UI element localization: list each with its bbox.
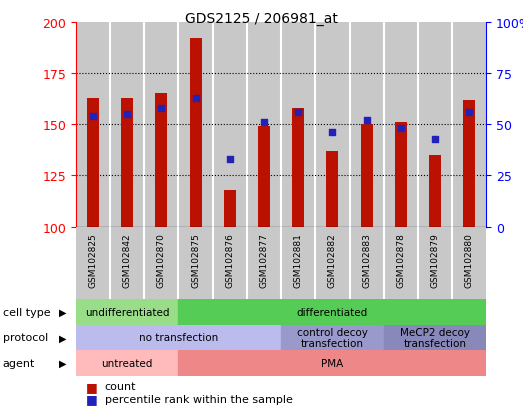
Bar <box>315 23 349 227</box>
Bar <box>315 227 349 299</box>
Text: ■: ■ <box>86 380 98 393</box>
Text: MeCP2 decoy
transfection: MeCP2 decoy transfection <box>400 327 470 349</box>
Text: cell type: cell type <box>3 307 50 317</box>
Bar <box>144 23 178 227</box>
Bar <box>213 23 247 227</box>
Bar <box>110 23 144 227</box>
Text: GSM102879: GSM102879 <box>430 233 439 288</box>
Text: agent: agent <box>3 358 35 368</box>
Point <box>260 120 268 126</box>
Text: GSM102842: GSM102842 <box>123 233 132 287</box>
Bar <box>384 23 418 227</box>
Bar <box>395 123 407 227</box>
Bar <box>76 23 110 227</box>
Bar <box>258 127 270 227</box>
Text: ▶: ▶ <box>59 307 66 317</box>
Text: GSM102880: GSM102880 <box>465 233 474 288</box>
Bar <box>292 109 304 227</box>
Text: ■: ■ <box>86 392 98 405</box>
Bar <box>281 325 384 350</box>
Text: PMA: PMA <box>321 358 344 368</box>
Bar <box>76 227 110 299</box>
Text: protocol: protocol <box>3 332 48 343</box>
Bar <box>418 23 452 227</box>
Text: GSM102875: GSM102875 <box>191 233 200 288</box>
Bar <box>110 227 144 299</box>
Bar <box>178 227 213 299</box>
Bar <box>121 98 133 227</box>
Text: GSM102883: GSM102883 <box>362 233 371 288</box>
Text: untreated: untreated <box>101 358 153 368</box>
Text: no transfection: no transfection <box>139 332 218 343</box>
Bar <box>384 227 418 299</box>
Bar <box>418 227 452 299</box>
Text: GSM102881: GSM102881 <box>294 233 303 288</box>
Bar <box>247 23 281 227</box>
Text: percentile rank within the sample: percentile rank within the sample <box>105 394 292 404</box>
Text: count: count <box>105 381 136 391</box>
Bar <box>76 350 178 376</box>
Bar <box>281 23 315 227</box>
Point <box>123 112 131 118</box>
Bar <box>281 227 315 299</box>
Text: GSM102878: GSM102878 <box>396 233 405 288</box>
Bar <box>463 100 475 227</box>
Bar <box>384 325 486 350</box>
Text: GDS2125 / 206981_at: GDS2125 / 206981_at <box>185 12 338 26</box>
Bar <box>76 299 178 325</box>
Bar <box>178 299 486 325</box>
Bar <box>144 227 178 299</box>
Point <box>328 130 337 136</box>
Point <box>157 105 166 112</box>
Bar <box>349 227 384 299</box>
Bar <box>429 156 441 227</box>
Bar <box>213 227 247 299</box>
Point <box>225 157 234 163</box>
Text: ▶: ▶ <box>59 332 66 343</box>
Point <box>465 109 473 116</box>
Bar <box>247 227 281 299</box>
Bar <box>349 23 384 227</box>
Text: differentiated: differentiated <box>297 307 368 317</box>
Bar <box>452 227 486 299</box>
Text: GSM102877: GSM102877 <box>259 233 268 288</box>
Point <box>89 114 97 120</box>
Bar <box>452 23 486 227</box>
Point <box>294 109 302 116</box>
Point <box>431 136 439 142</box>
Bar <box>326 152 338 227</box>
Bar <box>178 350 486 376</box>
Text: ▶: ▶ <box>59 358 66 368</box>
Bar <box>155 94 167 227</box>
Text: GSM102870: GSM102870 <box>157 233 166 288</box>
Text: undifferentiated: undifferentiated <box>85 307 169 317</box>
Text: GSM102876: GSM102876 <box>225 233 234 288</box>
Bar <box>224 190 236 227</box>
Bar <box>76 325 281 350</box>
Text: GSM102882: GSM102882 <box>328 233 337 287</box>
Bar <box>178 23 213 227</box>
Bar <box>361 125 372 227</box>
Text: control decoy
transfection: control decoy transfection <box>297 327 368 349</box>
Point <box>396 126 405 132</box>
Text: GSM102825: GSM102825 <box>88 233 97 287</box>
Bar <box>87 98 99 227</box>
Point <box>362 118 371 124</box>
Point <box>191 95 200 102</box>
Bar <box>190 39 201 227</box>
